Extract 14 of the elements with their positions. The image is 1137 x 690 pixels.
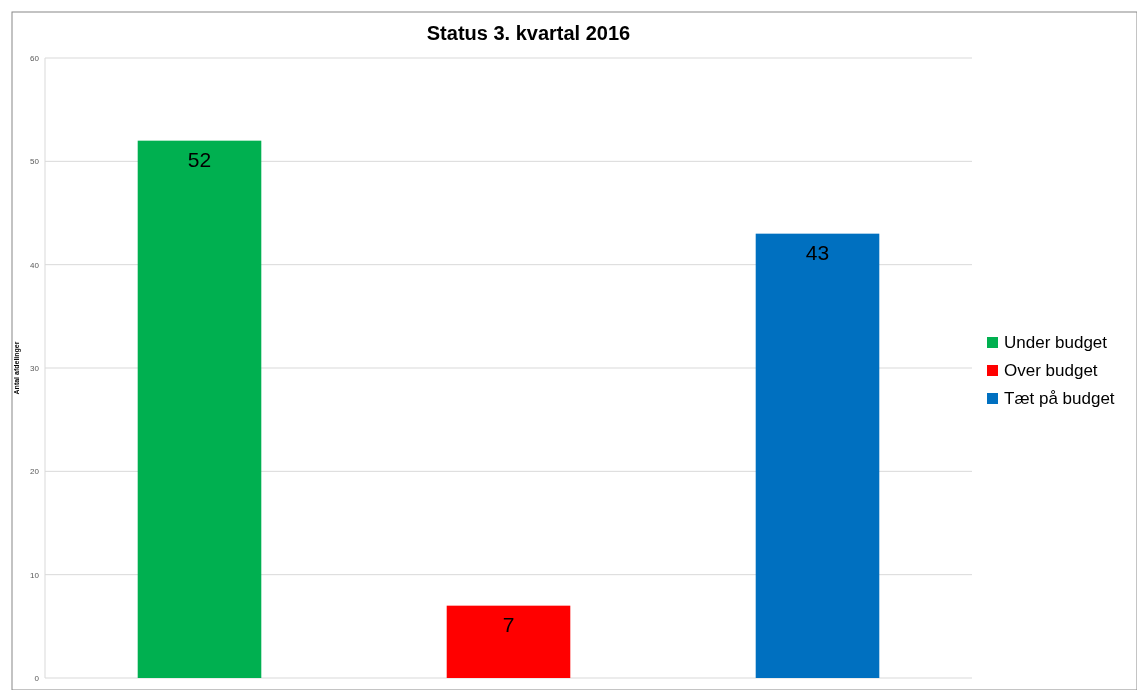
data-label: 52 <box>187 147 212 171</box>
data-label: 43 <box>805 240 830 264</box>
y-tick-label: 50 <box>30 157 40 167</box>
y-tick-label: 20 <box>30 467 40 477</box>
legend-label: Over budget <box>1004 361 1098 380</box>
y-tick-label: 0 <box>34 674 40 683</box>
data-label: 7 <box>502 612 515 636</box>
y-tick-label: 40 <box>30 260 40 270</box>
y-tick-label: 30 <box>30 364 40 373</box>
legend-label: Tæt på budget <box>1004 389 1115 408</box>
legend-label: Under budget <box>1004 333 1108 352</box>
y-tick-label: 60 <box>30 54 40 63</box>
chart-title: Status 3. kvartal 2016 <box>426 22 631 44</box>
y-tick-label: 10 <box>30 570 40 580</box>
